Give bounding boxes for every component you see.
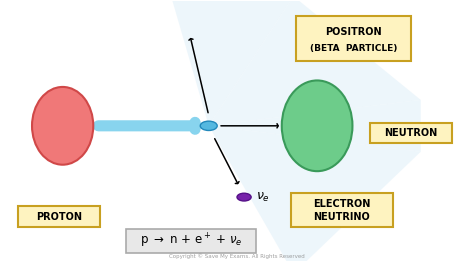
FancyBboxPatch shape: [370, 123, 452, 143]
Polygon shape: [209, 0, 421, 126]
Text: PROTON: PROTON: [36, 211, 82, 222]
FancyBboxPatch shape: [296, 16, 411, 61]
Text: POSITRON: POSITRON: [325, 26, 382, 36]
Circle shape: [237, 193, 251, 201]
Polygon shape: [209, 126, 421, 262]
Ellipse shape: [32, 87, 93, 165]
Text: $\nu_e$: $\nu_e$: [256, 190, 270, 204]
Text: NEUTRON: NEUTRON: [384, 128, 438, 138]
FancyBboxPatch shape: [126, 229, 256, 253]
FancyBboxPatch shape: [18, 206, 100, 227]
Text: NEUTRINO: NEUTRINO: [313, 212, 370, 222]
Circle shape: [200, 121, 217, 130]
Text: (BETA  PARTICLE): (BETA PARTICLE): [310, 44, 397, 53]
Text: p $\rightarrow$ n + e$^+$ + $\nu_e$: p $\rightarrow$ n + e$^+$ + $\nu_e$: [140, 232, 242, 250]
Text: ELECTRON: ELECTRON: [313, 199, 371, 209]
Text: Copyright © Save My Exams. All Rights Reserved: Copyright © Save My Exams. All Rights Re…: [169, 254, 305, 259]
Polygon shape: [171, 0, 293, 126]
FancyBboxPatch shape: [291, 193, 392, 227]
Polygon shape: [209, 100, 421, 152]
Ellipse shape: [282, 80, 353, 171]
